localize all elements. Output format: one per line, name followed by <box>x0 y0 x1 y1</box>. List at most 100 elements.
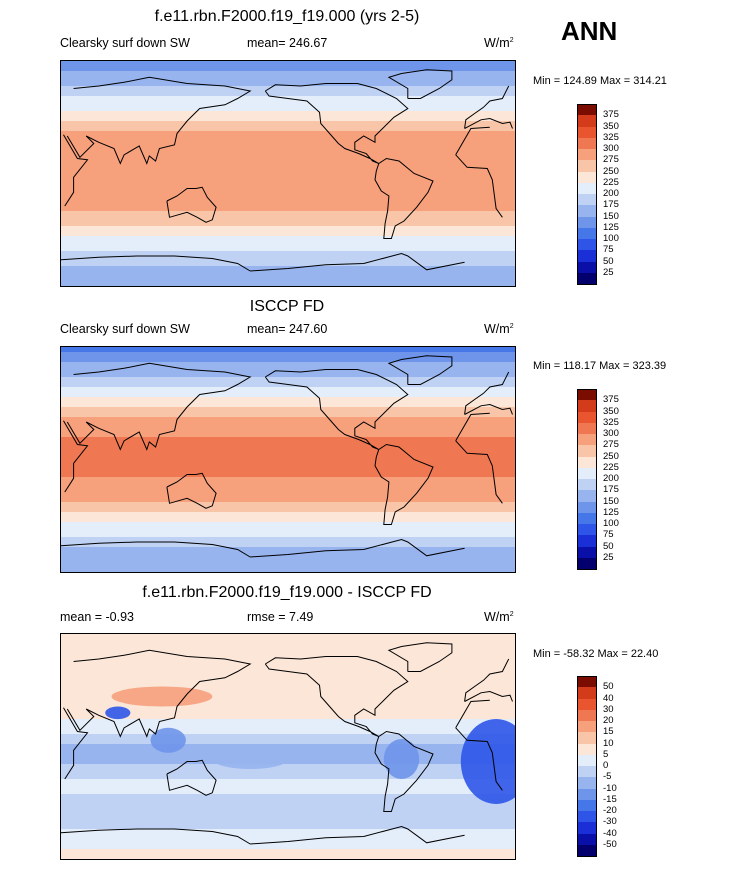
field-band <box>61 819 515 825</box>
field-band <box>61 377 515 383</box>
panel2-map <box>60 346 516 573</box>
colorbar-tick-label: 375 <box>603 394 619 406</box>
field-band <box>61 804 515 810</box>
colorbar-swatch <box>577 687 597 699</box>
field-band <box>61 679 515 685</box>
colorbar-tick-label: 125 <box>603 506 619 518</box>
field-band <box>61 547 515 553</box>
colorbar-tick-label: 75 <box>603 529 614 541</box>
colorbar-tick-label: 250 <box>603 450 619 462</box>
map-svg <box>61 634 515 859</box>
colorbar-swatch <box>577 833 597 846</box>
colorbar-tick-label: 275 <box>603 439 619 451</box>
map-svg <box>61 61 515 286</box>
anomaly-region <box>150 727 186 753</box>
coastline-australia <box>166 472 217 509</box>
colorbar-swatch <box>577 126 597 139</box>
colorbar-swatch <box>577 467 597 480</box>
field-band <box>61 452 515 458</box>
coastline-africa <box>63 412 503 504</box>
colorbar-tick-label: 100 <box>603 233 619 244</box>
field-band <box>61 834 515 840</box>
colorbar-swatch <box>577 766 597 778</box>
panel1-units-base: W/m <box>484 36 510 50</box>
colorbar-swatch <box>577 239 597 251</box>
colorbar-swatch <box>577 261 597 274</box>
field-band <box>61 111 515 117</box>
field-band <box>61 226 515 232</box>
field-band <box>61 106 515 112</box>
colorbar-tick-label: 50 <box>603 255 614 267</box>
field-band <box>61 809 515 815</box>
field-band <box>61 216 515 222</box>
panel1-units-exp: 2 <box>509 36 514 44</box>
coastline-namerica <box>264 369 409 450</box>
field-band <box>61 407 515 413</box>
field-band <box>61 502 515 508</box>
field-band <box>61 171 515 177</box>
field-band <box>61 357 515 363</box>
field-band <box>61 734 515 740</box>
colorbar-tick-label: -40 <box>603 827 617 839</box>
colorbar-swatch <box>577 490 597 502</box>
colorbar-tick-label: 25 <box>603 266 614 278</box>
colorbar-tick-label: 50 <box>603 681 614 693</box>
field-band <box>61 562 515 568</box>
colorbar-tick-label: 175 <box>603 484 619 496</box>
colorbar-tick-label: 275 <box>603 154 619 166</box>
coastline-antarctica <box>61 538 465 558</box>
colorbar-tick-label: 375 <box>603 109 619 121</box>
field-band <box>61 824 515 830</box>
colorbar-tick-label: 15 <box>603 726 614 738</box>
field-band <box>61 417 515 423</box>
field-band <box>61 674 515 680</box>
field-band <box>61 799 515 805</box>
colorbar-tick-label: 225 <box>603 461 619 473</box>
field-band <box>61 779 515 785</box>
field-band <box>61 759 515 765</box>
field-band <box>61 744 515 750</box>
field-band <box>61 76 515 82</box>
colorbar-swatch <box>577 456 597 469</box>
season-label: ANN <box>561 16 618 46</box>
field-band <box>61 447 515 453</box>
colorbar-swatch <box>577 115 597 127</box>
field-band <box>61 81 515 87</box>
panel2-minmax: Min = 118.17 Max = 323.39 <box>533 360 667 372</box>
colorbar-swatch <box>577 524 597 536</box>
field-band <box>61 206 515 212</box>
field-band <box>61 146 515 152</box>
panel3-map <box>60 633 516 860</box>
colorbar-tick-label: -30 <box>603 816 617 828</box>
field-band <box>61 689 515 695</box>
colorbar-tick-label: 225 <box>603 176 619 188</box>
coastline-namerica <box>264 83 409 164</box>
field-band <box>61 492 515 498</box>
panel2-colorbar: 375 350 325 300 275 250 225 200 175 150 125 100 75 50… <box>577 389 637 570</box>
field-band <box>61 141 515 147</box>
field-band <box>61 844 515 850</box>
field-band <box>61 231 515 237</box>
colorbar-tick-label: 200 <box>603 188 619 199</box>
field-band <box>61 61 515 67</box>
field-band <box>61 659 515 665</box>
colorbar-tick-label: 350 <box>603 120 619 132</box>
panel2-variable: Clearsky surf down SW <box>60 322 190 336</box>
field-band <box>61 347 515 353</box>
field-band <box>61 101 515 107</box>
panel3-units-base: W/m <box>484 610 510 624</box>
panel1-colorbar: 375 350 325 300 275 250 225 200 175 150 125 100 75 50… <box>577 104 637 285</box>
field-band <box>61 749 515 755</box>
field-band <box>61 729 515 735</box>
coastline-eurasia <box>66 649 513 738</box>
panel1-units: W/m2 <box>484 36 514 50</box>
field-band <box>61 567 515 572</box>
field-band <box>61 156 515 162</box>
field-band <box>61 769 515 775</box>
field-band <box>61 397 515 403</box>
field-band <box>61 719 515 725</box>
coastline-greenland <box>387 642 453 672</box>
field-band <box>61 654 515 660</box>
field-band <box>61 457 515 463</box>
field-band <box>61 196 515 202</box>
